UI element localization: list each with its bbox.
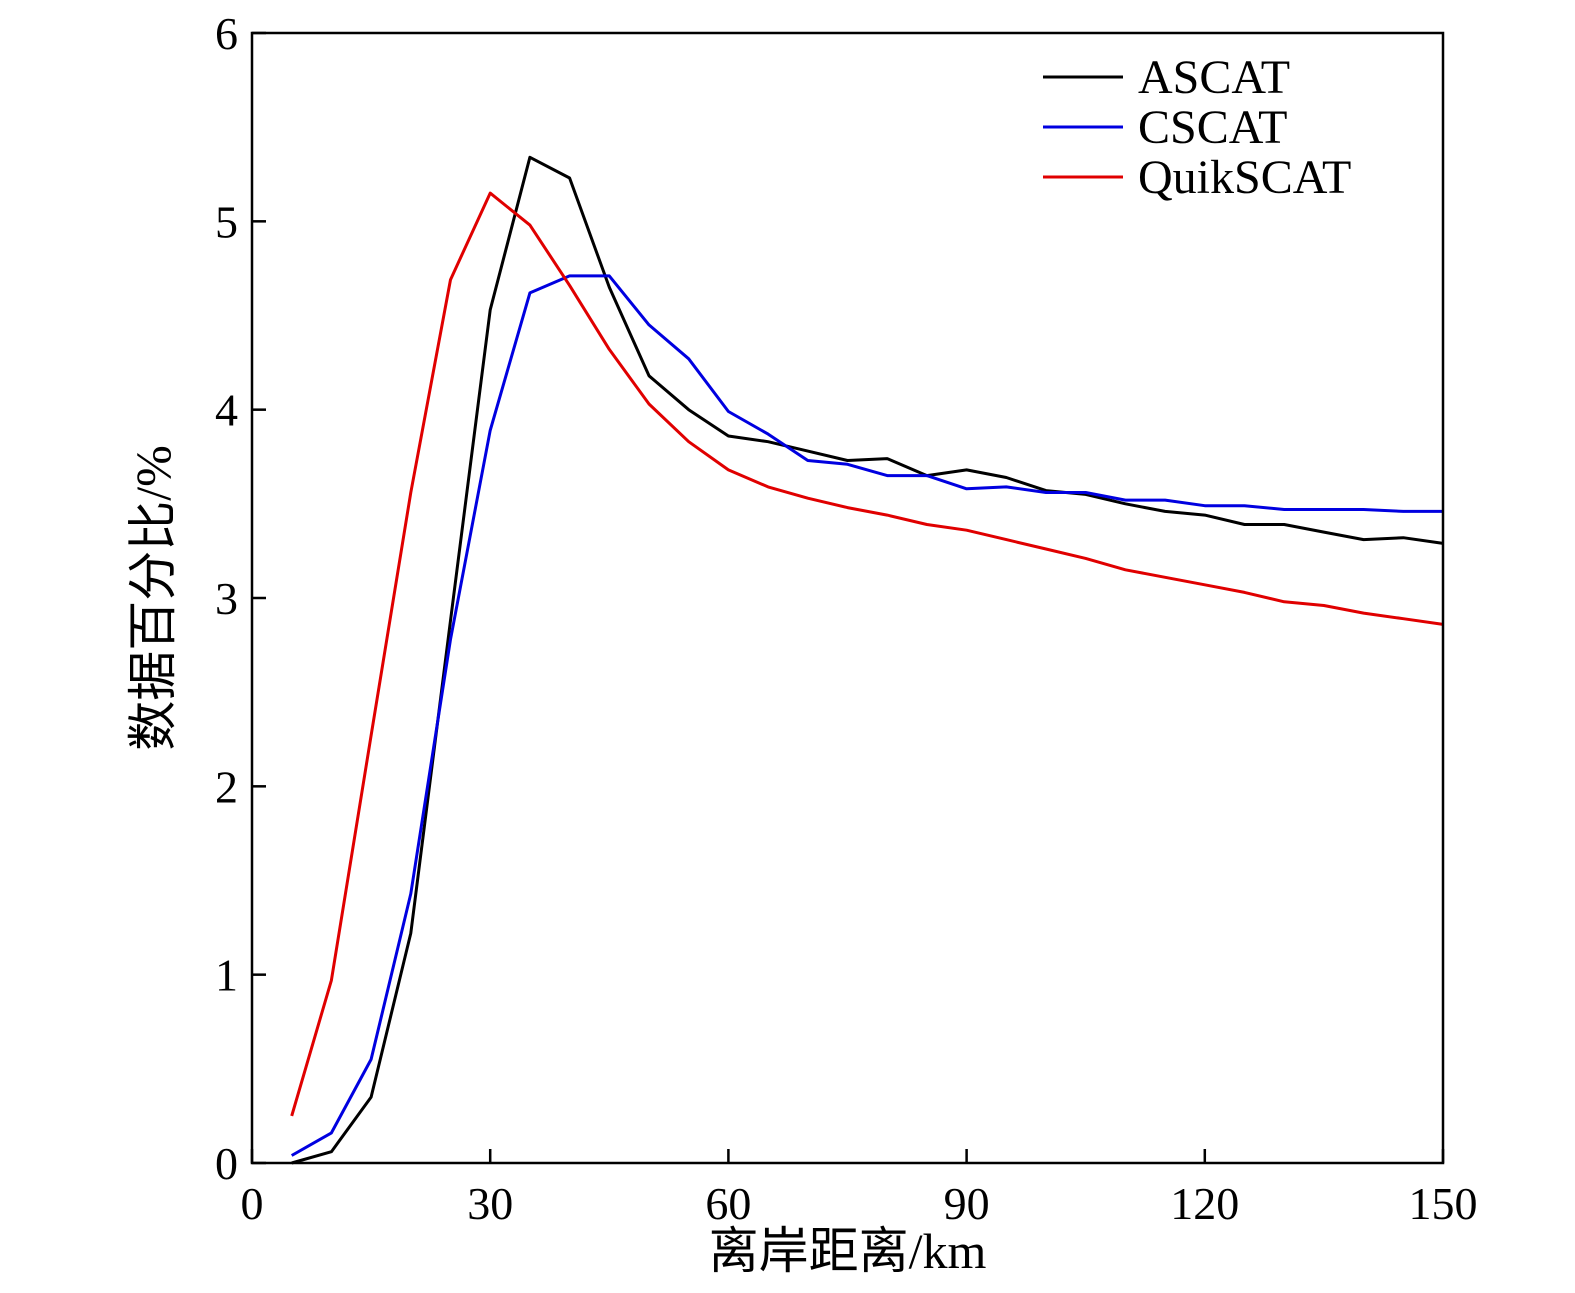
x-axis-title: 离岸距离/km (709, 1223, 987, 1279)
x-tick-label: 30 (467, 1178, 513, 1229)
y-tick-label: 1 (215, 950, 238, 1001)
y-tick-label: 4 (215, 385, 238, 436)
x-tick-label: 0 (241, 1178, 264, 1229)
ticks-layer: 0 30 60 90 120 150 0 1 2 3 4 5 6 (215, 8, 1478, 1229)
legend-label-quikscat: QuikSCAT (1138, 151, 1351, 204)
y-tick-label: 3 (215, 573, 238, 624)
series-line-ascat (291, 155, 1444, 1165)
legend-label-cscat: CSCAT (1138, 101, 1287, 154)
y-tick-label: 5 (215, 196, 238, 247)
y-tick-label: 6 (215, 8, 238, 59)
x-tick-label: 90 (944, 1178, 990, 1229)
series-line-quikscat (290, 191, 1444, 1117)
y-tick-label: 2 (215, 761, 238, 812)
x-tick-label: 60 (705, 1178, 751, 1229)
y-tick-label: 0 (215, 1138, 238, 1189)
x-tick-label: 120 (1170, 1178, 1239, 1229)
y-axis-title: 数据百分比/% (125, 445, 181, 751)
series-line-cscat (290, 274, 1443, 1157)
x-tick-label: 150 (1409, 1178, 1478, 1229)
series-layer (290, 155, 1444, 1165)
legend-label-ascat: ASCAT (1138, 51, 1290, 104)
